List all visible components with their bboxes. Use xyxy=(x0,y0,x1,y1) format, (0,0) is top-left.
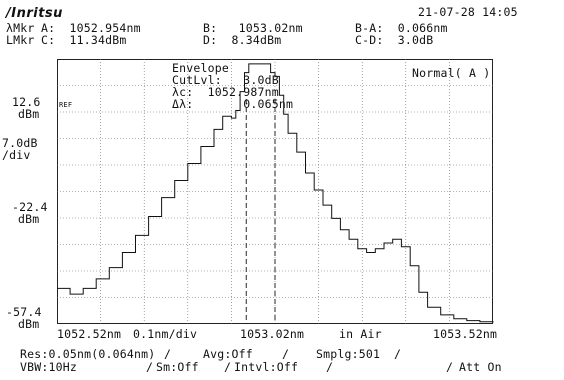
analysis-cut-level: CutLvl: 3.0dB xyxy=(172,73,279,87)
plot-markers xyxy=(245,99,276,324)
y-scale-value: 7.0dB xyxy=(2,136,38,150)
timestamp: 21-07-28 14:05 xyxy=(418,5,518,19)
plot-grid xyxy=(57,59,493,324)
separator: / xyxy=(146,360,154,374)
level-marker-label: LMkr xyxy=(6,33,35,47)
brand-logo: /Inritsu xyxy=(6,6,63,21)
ref-level-tag: REF xyxy=(59,101,73,109)
sampling-setting: Smplg:501 xyxy=(316,347,381,361)
marker-a-readout: A: 1052.954nm xyxy=(41,21,141,35)
smoothing-setting: Sm:Off xyxy=(156,360,199,374)
y-bottom-value: -57.4 xyxy=(6,305,42,319)
y-scale-unit: /div xyxy=(2,148,31,162)
y-mid-unit: dBm xyxy=(18,212,40,226)
separator: / xyxy=(164,347,172,361)
attenuator-setting: Att On xyxy=(459,360,502,374)
spectrum-trace xyxy=(57,63,494,323)
medium-label: in Air xyxy=(339,327,382,341)
y-ref-level-unit: dBm xyxy=(18,107,40,121)
display-mode-label: Normal( A ) xyxy=(412,66,491,80)
separator: / xyxy=(224,360,232,374)
interval-setting: Intvl:Off xyxy=(234,360,299,374)
marker-b-readout: B: 1053.02nm xyxy=(203,21,303,35)
separator: / xyxy=(394,347,402,361)
separator: / xyxy=(282,347,290,361)
y-bottom-unit: dBm xyxy=(18,317,40,331)
marker-c-readout: C: 11.34dBm xyxy=(41,33,127,47)
wavelength-marker-label: λMkr xyxy=(6,21,35,35)
x-span-per-div: 0.1nm/div xyxy=(133,327,198,341)
resolution-setting: Res:0.05nm(0.064nm) xyxy=(20,347,156,361)
analysis-title: Envelope xyxy=(172,61,229,75)
x-stop-wavelength: 1053.52nm xyxy=(433,327,498,341)
average-setting: Avg:Off xyxy=(203,347,253,361)
separator: / xyxy=(446,360,454,374)
analysis-center-wavelength: λc: 1052.987nm xyxy=(172,85,279,99)
analysis-spectral-width: Δλ: 0.065nm xyxy=(172,97,294,111)
separator: / xyxy=(326,360,334,374)
y-ref-level-value: 12.6 xyxy=(12,95,41,109)
marker-d-readout: D: 8.34dBm xyxy=(203,33,282,47)
marker-b-minus-a-readout: B-A: 0.066nm xyxy=(355,21,448,35)
x-center-wavelength: 1053.02nm xyxy=(240,327,305,341)
marker-c-minus-d-readout: C-D: 3.0dB xyxy=(355,33,434,47)
y-mid-value: -22.4 xyxy=(12,200,48,214)
vbw-setting: VBW:10Hz xyxy=(20,360,77,374)
x-start-wavelength: 1052.52nm xyxy=(57,327,122,341)
